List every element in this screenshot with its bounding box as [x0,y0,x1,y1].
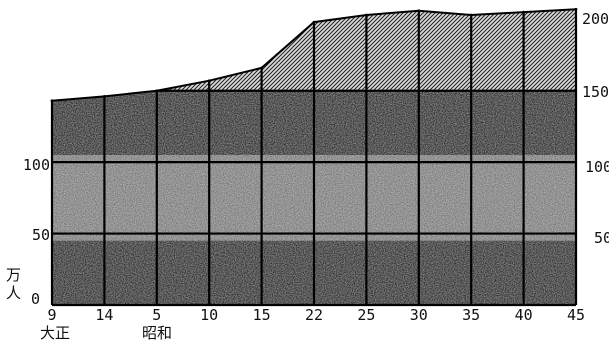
x-tick-label: 10 [200,306,218,324]
era-labels: 大正 昭和 [40,324,172,342]
series-outline [50,7,578,103]
x-tick-label: 35 [462,306,480,324]
y-tick-right: 200 [582,10,609,28]
series-point [260,66,263,70]
series-point [50,99,54,103]
unit-char-2: 人 [6,284,21,302]
x-tick-label: 40 [515,306,533,324]
y-axis-left: 0 50 100 [23,156,50,308]
series-point [417,9,421,13]
y-tick-right: 50 [594,229,609,247]
y-tick-left: 50 [32,226,50,244]
series-point [103,95,106,98]
series-point [574,7,578,11]
y-axis-unit: 万 人 [6,266,21,302]
y-tick-left: 0 [31,290,40,308]
unit-char-1: 万 [6,266,21,284]
x-tick-label: 14 [95,306,113,324]
x-tick-label: 9 [47,306,56,324]
y-tick-right: 150 [582,83,609,101]
x-tick-label: 30 [410,306,428,324]
x-tick-label: 15 [253,306,271,324]
era-label-showa: 昭和 [142,324,172,342]
series-point [469,13,473,17]
series-point [207,79,211,83]
series-point [155,89,159,93]
era-label-taisho: 大正 [40,324,70,342]
x-tick-label: 5 [152,306,161,324]
x-tick-label: 45 [567,306,585,324]
series-point [312,20,316,24]
series-point [365,13,368,17]
y-tick-right: 100 [585,158,609,176]
y-tick-left: 100 [23,156,50,174]
x-tick-label: 25 [357,306,375,324]
y-axis-right: 50 100 150 200 [582,10,609,247]
x-axis: 9 14 5 10 15 22 25 30 35 40 45 [47,306,585,324]
series-point [522,10,525,14]
x-tick-label: 22 [305,306,323,324]
